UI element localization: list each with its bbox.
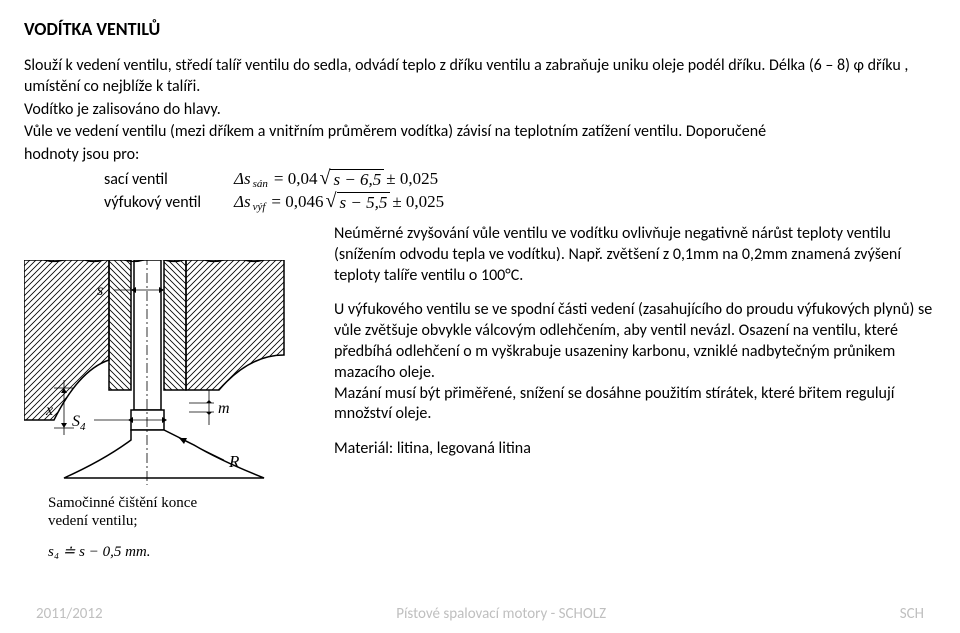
intro-paragraph-2: Vodítko je zalisováno do hlavy.	[24, 100, 936, 121]
diag-label-m: m	[218, 400, 230, 417]
body-paragraph-3: Mazání musí být přiměřené, snížení se do…	[334, 384, 936, 426]
diagram-formula: s₄ ≐ s − 0,5 mm.	[48, 542, 294, 561]
body-paragraph-4: Materiál: litina, legovaná litina	[334, 439, 936, 460]
diag-label-x: x	[45, 402, 53, 419]
intro-paragraph-1: Slouží k vedení ventilu, středí talíř ve…	[24, 56, 936, 98]
formula-exhaust: Δsvýf = 0,046 √s − 5,5 ± 0,025	[234, 191, 444, 214]
formula-row-exhaust: výfukový ventil Δsvýf = 0,046 √s − 5,5 ±…	[104, 191, 936, 214]
diag-label-s: s	[97, 282, 103, 299]
diag-label-r: R	[228, 452, 240, 471]
page-title: VODÍTKA VENTILŮ	[24, 18, 936, 40]
tolerance-paragraph-a: Vůle ve vedení ventilu (mezi dříkem a vn…	[24, 122, 936, 143]
formula-row-intake: sací ventil Δssán = 0,04 √s − 6,5 ± 0,02…	[104, 168, 936, 191]
formula-intake: Δssán = 0,04 √s − 6,5 ± 0,025	[234, 168, 438, 191]
footer-year: 2011/2012	[36, 605, 103, 623]
formula-label-intake: sací ventil	[104, 170, 234, 189]
body-paragraph-2: U výfukového ventilu se ve spodní části …	[334, 300, 936, 383]
formula-label-exhaust: výfukový ventil	[104, 193, 234, 212]
footer-title: Pístové spalovací motory - SCHOLZ	[396, 605, 606, 623]
diagram-caption: Samočinné čištění konce vedení ventilu;	[48, 494, 294, 530]
valve-guide-diagram: s S4 m x R	[24, 260, 294, 561]
footer-author: SCH	[900, 605, 924, 623]
body-paragraph-1: Neúměrné zvyšování vůle ventilu ve vodít…	[334, 224, 936, 286]
page-footer: 2011/2012 Pístové spalovací motory - SCH…	[0, 605, 960, 623]
diag-label-s4: S4	[72, 413, 86, 433]
tolerance-paragraph-b: hodnoty jsou pro:	[24, 145, 936, 166]
